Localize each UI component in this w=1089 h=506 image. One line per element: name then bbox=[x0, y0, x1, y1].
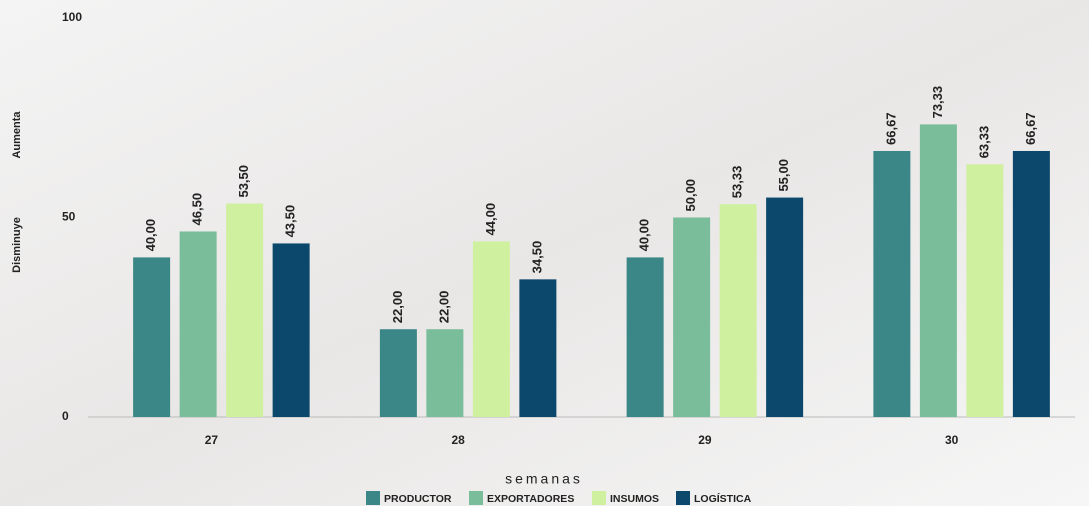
legend-swatch bbox=[366, 491, 380, 505]
legend-swatch bbox=[592, 491, 606, 505]
data-label: 34,50 bbox=[529, 241, 544, 274]
data-label: 40,00 bbox=[143, 219, 158, 252]
y-axis-label: Disminuye bbox=[11, 217, 23, 273]
x-axis-label: semanas bbox=[505, 471, 583, 487]
data-label: 66,67 bbox=[883, 112, 898, 145]
bar bbox=[226, 203, 264, 417]
legend-swatch bbox=[469, 491, 483, 505]
y-tick-label: 100 bbox=[62, 10, 82, 24]
legend-label: PRODUCTOR bbox=[384, 493, 452, 505]
x-tick-label: 29 bbox=[698, 433, 712, 447]
legend-swatch bbox=[676, 491, 690, 505]
bar bbox=[1012, 150, 1050, 417]
data-label: 63,33 bbox=[976, 126, 991, 159]
x-tick-label: 30 bbox=[945, 433, 959, 447]
x-tick-label: 28 bbox=[451, 433, 465, 447]
data-label: 66,67 bbox=[1023, 112, 1038, 145]
data-label: 46,50 bbox=[190, 193, 205, 226]
bar bbox=[919, 124, 957, 417]
bar bbox=[873, 150, 911, 417]
y-tick-label: 0 bbox=[62, 409, 69, 423]
bar bbox=[673, 217, 711, 417]
bar bbox=[272, 243, 310, 417]
data-label: 50,00 bbox=[683, 179, 698, 212]
bar bbox=[179, 231, 217, 417]
bar bbox=[719, 204, 757, 417]
data-label: 43,50 bbox=[283, 205, 298, 238]
y-axis-label: Aumenta bbox=[11, 111, 23, 159]
data-label: 55,00 bbox=[776, 159, 791, 192]
bar bbox=[766, 197, 804, 417]
y-tick-label: 50 bbox=[62, 210, 76, 224]
x-tick-label: 27 bbox=[205, 433, 219, 447]
data-label: 22,00 bbox=[436, 291, 451, 324]
bar bbox=[519, 279, 557, 417]
data-label: 53,33 bbox=[730, 166, 745, 199]
bar bbox=[472, 241, 510, 417]
data-label: 40,00 bbox=[637, 219, 652, 252]
data-label: 53,50 bbox=[236, 165, 251, 198]
data-label: 73,33 bbox=[930, 86, 945, 119]
bar bbox=[379, 329, 417, 417]
bar bbox=[626, 257, 664, 417]
bar bbox=[133, 257, 171, 417]
legend-label: INSUMOS bbox=[610, 493, 659, 505]
legend-label: EXPORTADORES bbox=[487, 493, 574, 505]
data-label: 22,00 bbox=[390, 291, 405, 324]
bar bbox=[426, 329, 464, 417]
legend-label: LOGÍSTICA bbox=[694, 492, 752, 505]
data-label: 44,00 bbox=[483, 203, 498, 236]
bar bbox=[966, 164, 1004, 417]
